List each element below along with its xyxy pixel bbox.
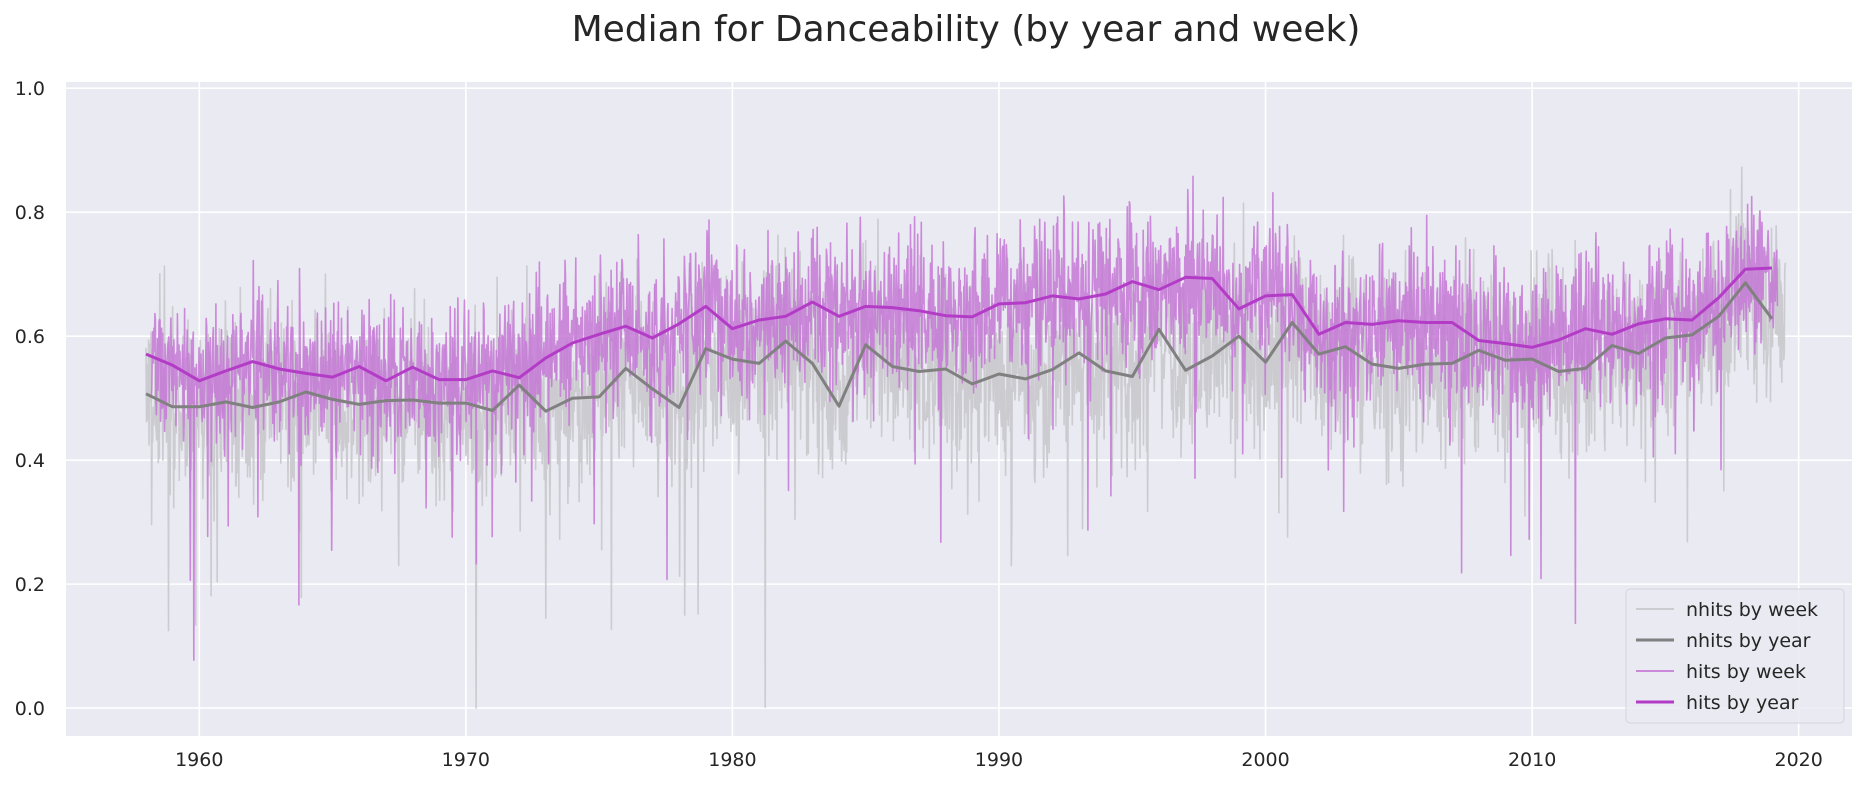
y-tick-label-0.8: 0.8 <box>15 202 45 224</box>
y-tick-label-0.4: 0.4 <box>15 450 45 472</box>
hits-by-week-line <box>150 175 1779 661</box>
hits-by-year-line <box>145 266 1773 383</box>
y-tick-label-0.2: 0.2 <box>15 574 45 596</box>
legend-label-2: hits by week <box>1686 661 1806 683</box>
legend-label-3: hits by year <box>1686 692 1799 714</box>
weekly-series-layer <box>145 166 1787 709</box>
legend-box <box>1625 588 1845 724</box>
legend-label-1: nhits by year <box>1686 630 1811 652</box>
legend: nhits by week nhits by year hits by week hi… <box>1625 588 1845 724</box>
chart-title: Median for Danceability (by year and wee… <box>572 9 1361 50</box>
x-tick-label-2020: 2020 <box>1775 749 1823 771</box>
yearly-series-layer <box>145 266 1774 413</box>
x-tick-label-1980: 1980 <box>708 749 756 771</box>
x-tick-label-1990: 1990 <box>975 749 1023 771</box>
y-tick-label-1.0: 1.0 <box>15 78 45 100</box>
x-tick-label-2000: 2000 <box>1241 749 1289 771</box>
x-tick-label-1960: 1960 <box>175 749 223 771</box>
tick-label-layer: 1960 1970 1980 1990 2000 2010 2020 0.0 0.2 0.4 0.6… <box>15 78 1823 771</box>
legend-label-0: nhits by week <box>1686 599 1818 621</box>
y-tick-label-0.0: 0.0 <box>15 698 45 720</box>
x-tick-label-1970: 1970 <box>442 749 490 771</box>
y-tick-label-0.6: 0.6 <box>15 326 45 348</box>
x-tick-label-2010: 2010 <box>1508 749 1556 771</box>
nhits-by-year-line <box>145 281 1774 413</box>
